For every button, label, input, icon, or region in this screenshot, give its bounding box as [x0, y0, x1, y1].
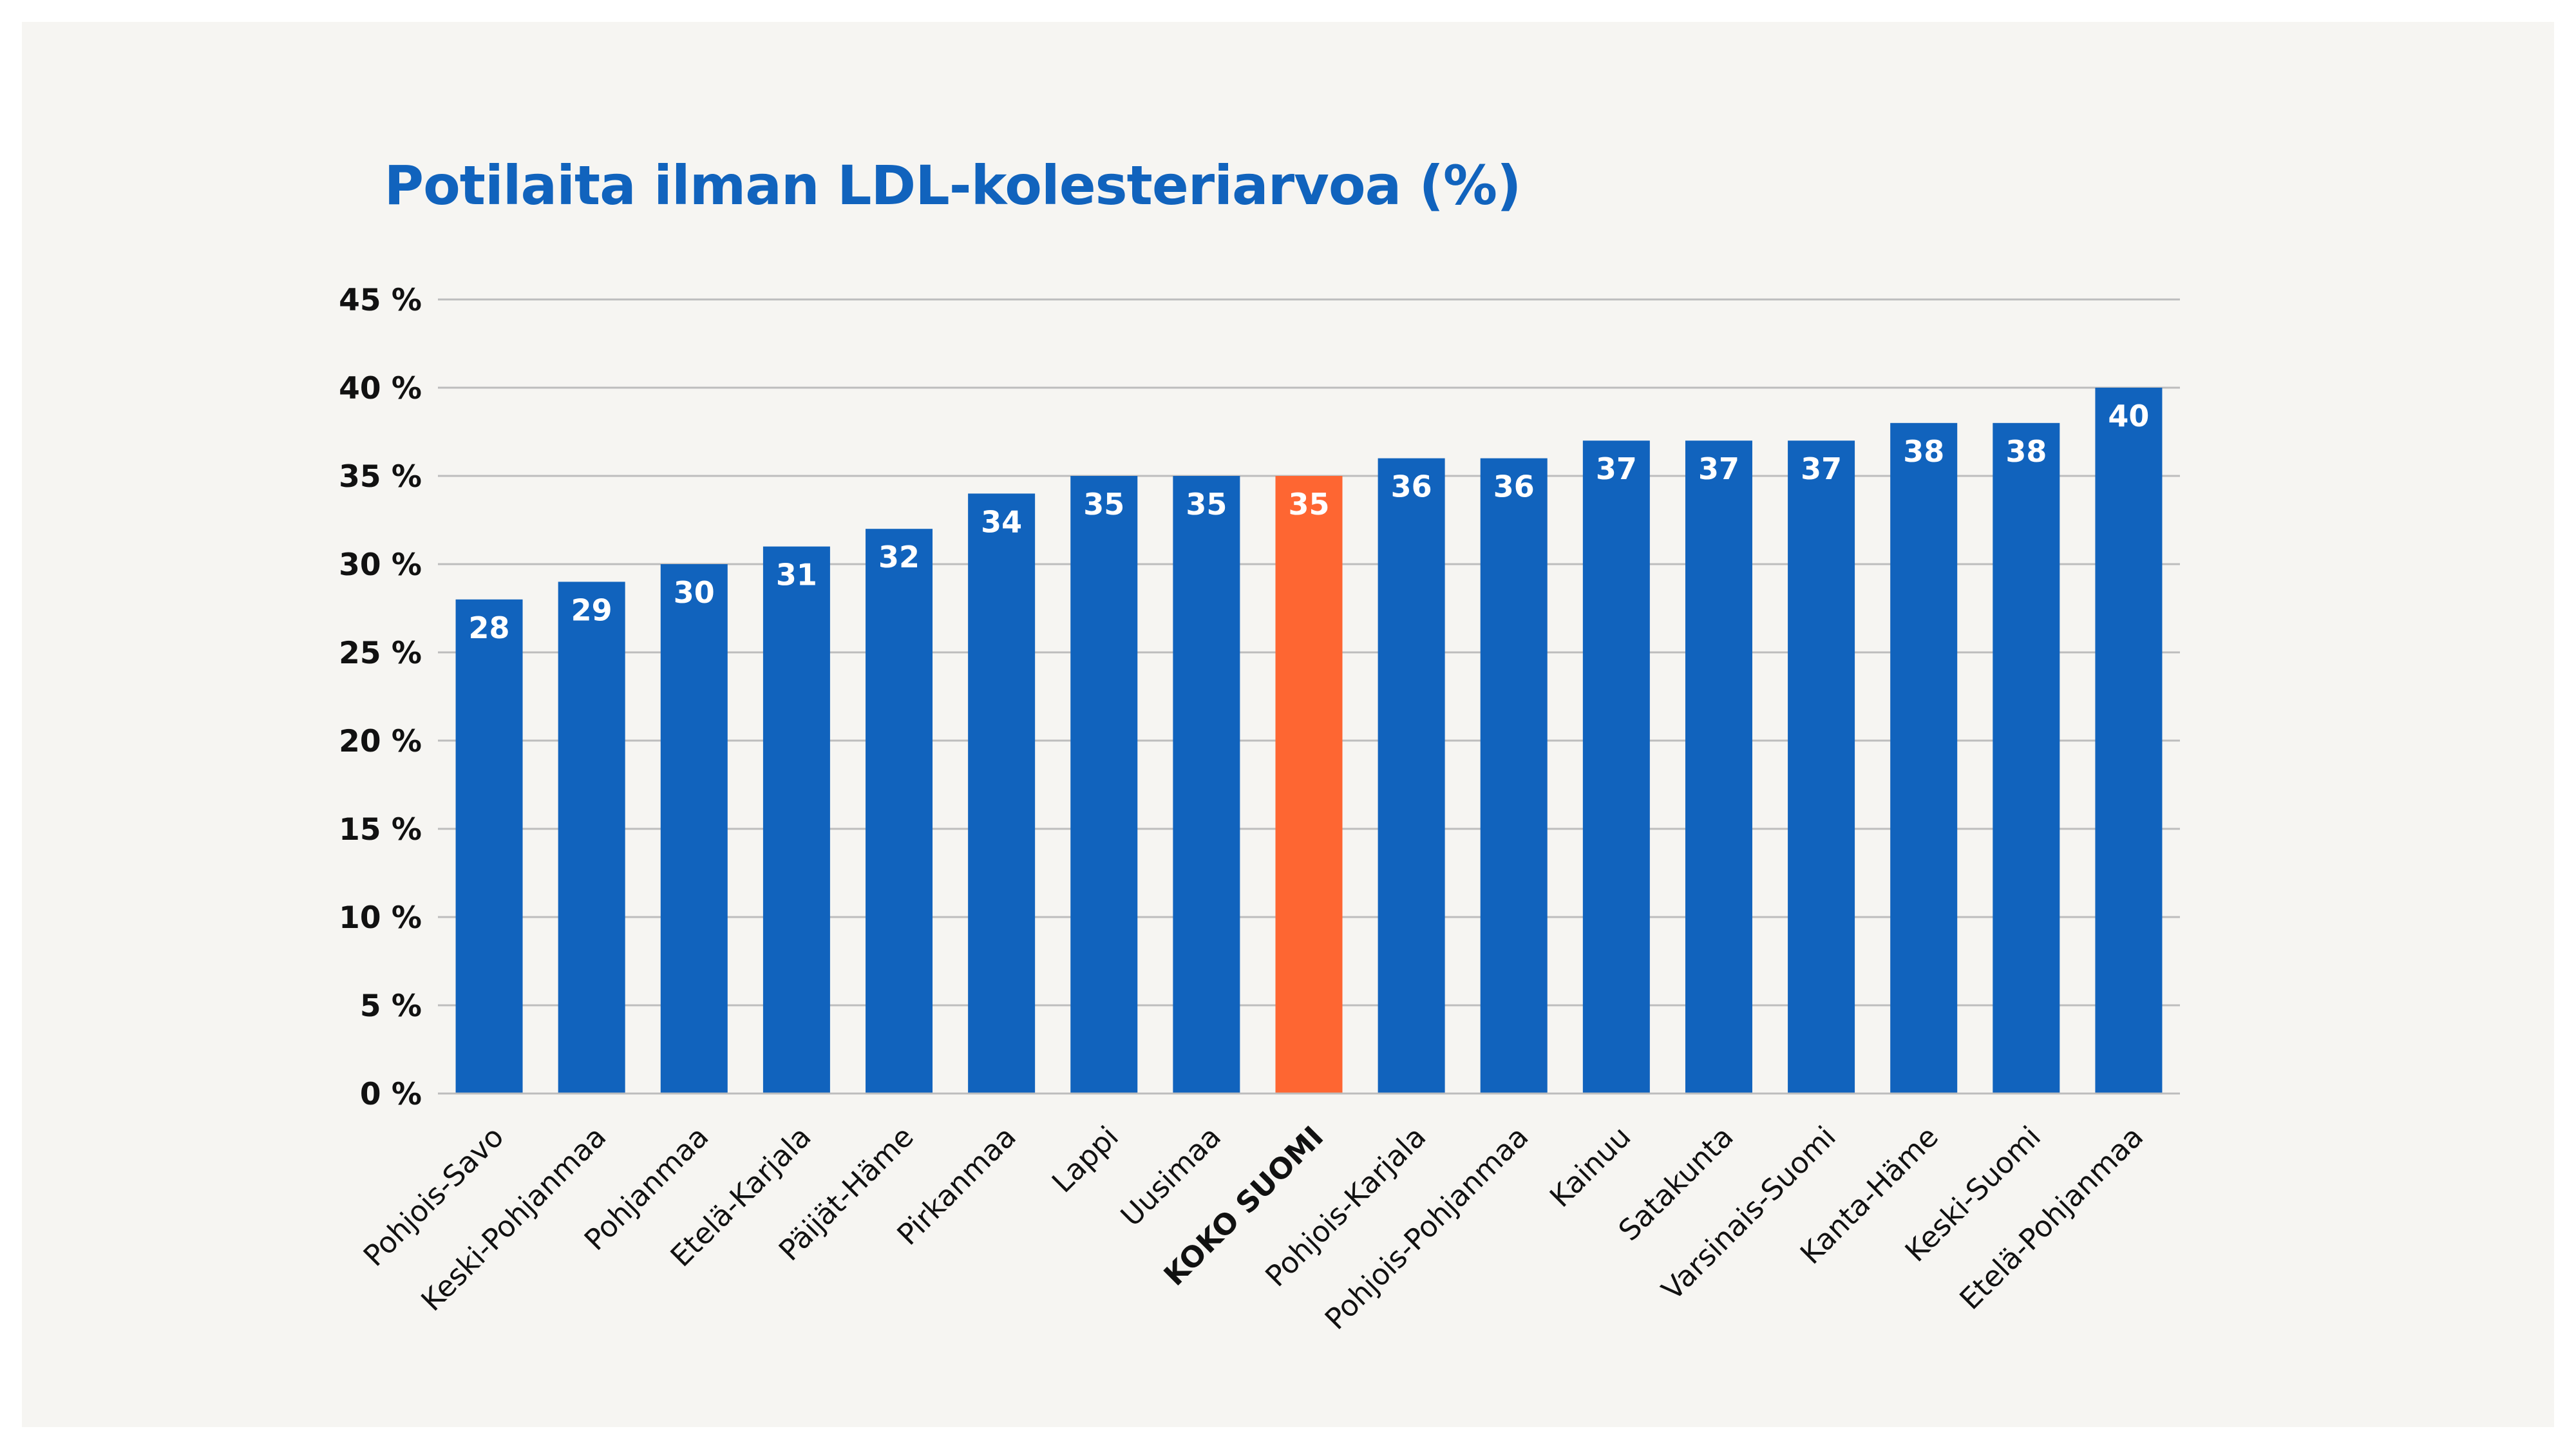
bar-value-label: 35 — [1288, 487, 1329, 522]
bar-value-label: 28 — [469, 611, 510, 645]
bar — [660, 564, 728, 1094]
y-tick-label: 35 % — [339, 459, 422, 495]
bar — [1685, 440, 1752, 1094]
bar — [558, 582, 625, 1094]
bar-value-label: 36 — [1493, 469, 1535, 504]
chart-title: Potilaita ilman LDL-kolesteriarvoa (%) — [384, 154, 1522, 217]
y-tick-label: 40 % — [339, 371, 422, 406]
bar — [1275, 476, 1343, 1094]
bar — [866, 529, 933, 1094]
bar-value-label: 29 — [571, 592, 612, 627]
bar — [762, 546, 830, 1094]
x-tick-label: Keski-Pohjanmaa — [415, 1119, 613, 1318]
bar — [1173, 476, 1240, 1094]
bar-value-label: 36 — [1391, 469, 1432, 504]
y-tick-label: 30 % — [339, 547, 422, 583]
bar — [1378, 458, 1445, 1094]
x-tick-label: Pohjois-Pohjanmaa — [1318, 1119, 1535, 1336]
y-tick-label: 5 % — [360, 989, 422, 1024]
x-tick-label: Etelä-Pohjanmaa — [1953, 1119, 2150, 1316]
bar-value-label: 35 — [1186, 487, 1227, 522]
bar-value-label: 40 — [2108, 399, 2149, 433]
bar — [1480, 458, 1548, 1094]
bar-value-label: 30 — [674, 575, 715, 610]
x-tick-label: Lappi — [1045, 1119, 1125, 1199]
bar — [1993, 422, 2060, 1094]
y-tick-label: 20 % — [339, 724, 422, 759]
y-tick-label: 15 % — [339, 812, 422, 848]
bar-value-label: 35 — [1083, 487, 1124, 522]
bar — [1788, 440, 1855, 1094]
x-tick-label: Kainuu — [1543, 1119, 1638, 1214]
bar-value-label: 34 — [981, 504, 1022, 539]
bar — [455, 599, 523, 1094]
bar-value-label: 38 — [1903, 434, 1944, 469]
bar — [2095, 388, 2163, 1094]
y-tick-label: 25 % — [339, 636, 422, 671]
bar-value-label: 32 — [878, 540, 920, 574]
y-tick-label: 45 % — [339, 283, 422, 318]
y-tick-label: 10 % — [339, 900, 422, 936]
bar-value-label: 38 — [2005, 434, 2047, 469]
bar — [1890, 422, 1958, 1094]
bar — [1070, 476, 1138, 1094]
x-tick-label: Varsinais-Suomi — [1655, 1119, 1842, 1307]
bar — [968, 493, 1036, 1094]
bar-value-label: 31 — [776, 558, 817, 592]
bar-value-label: 37 — [1801, 451, 1842, 486]
y-tick-label: 0 % — [360, 1077, 422, 1112]
bar-value-label: 37 — [1596, 451, 1637, 486]
bar-value-label: 37 — [1698, 451, 1739, 486]
bar — [1582, 440, 1650, 1094]
